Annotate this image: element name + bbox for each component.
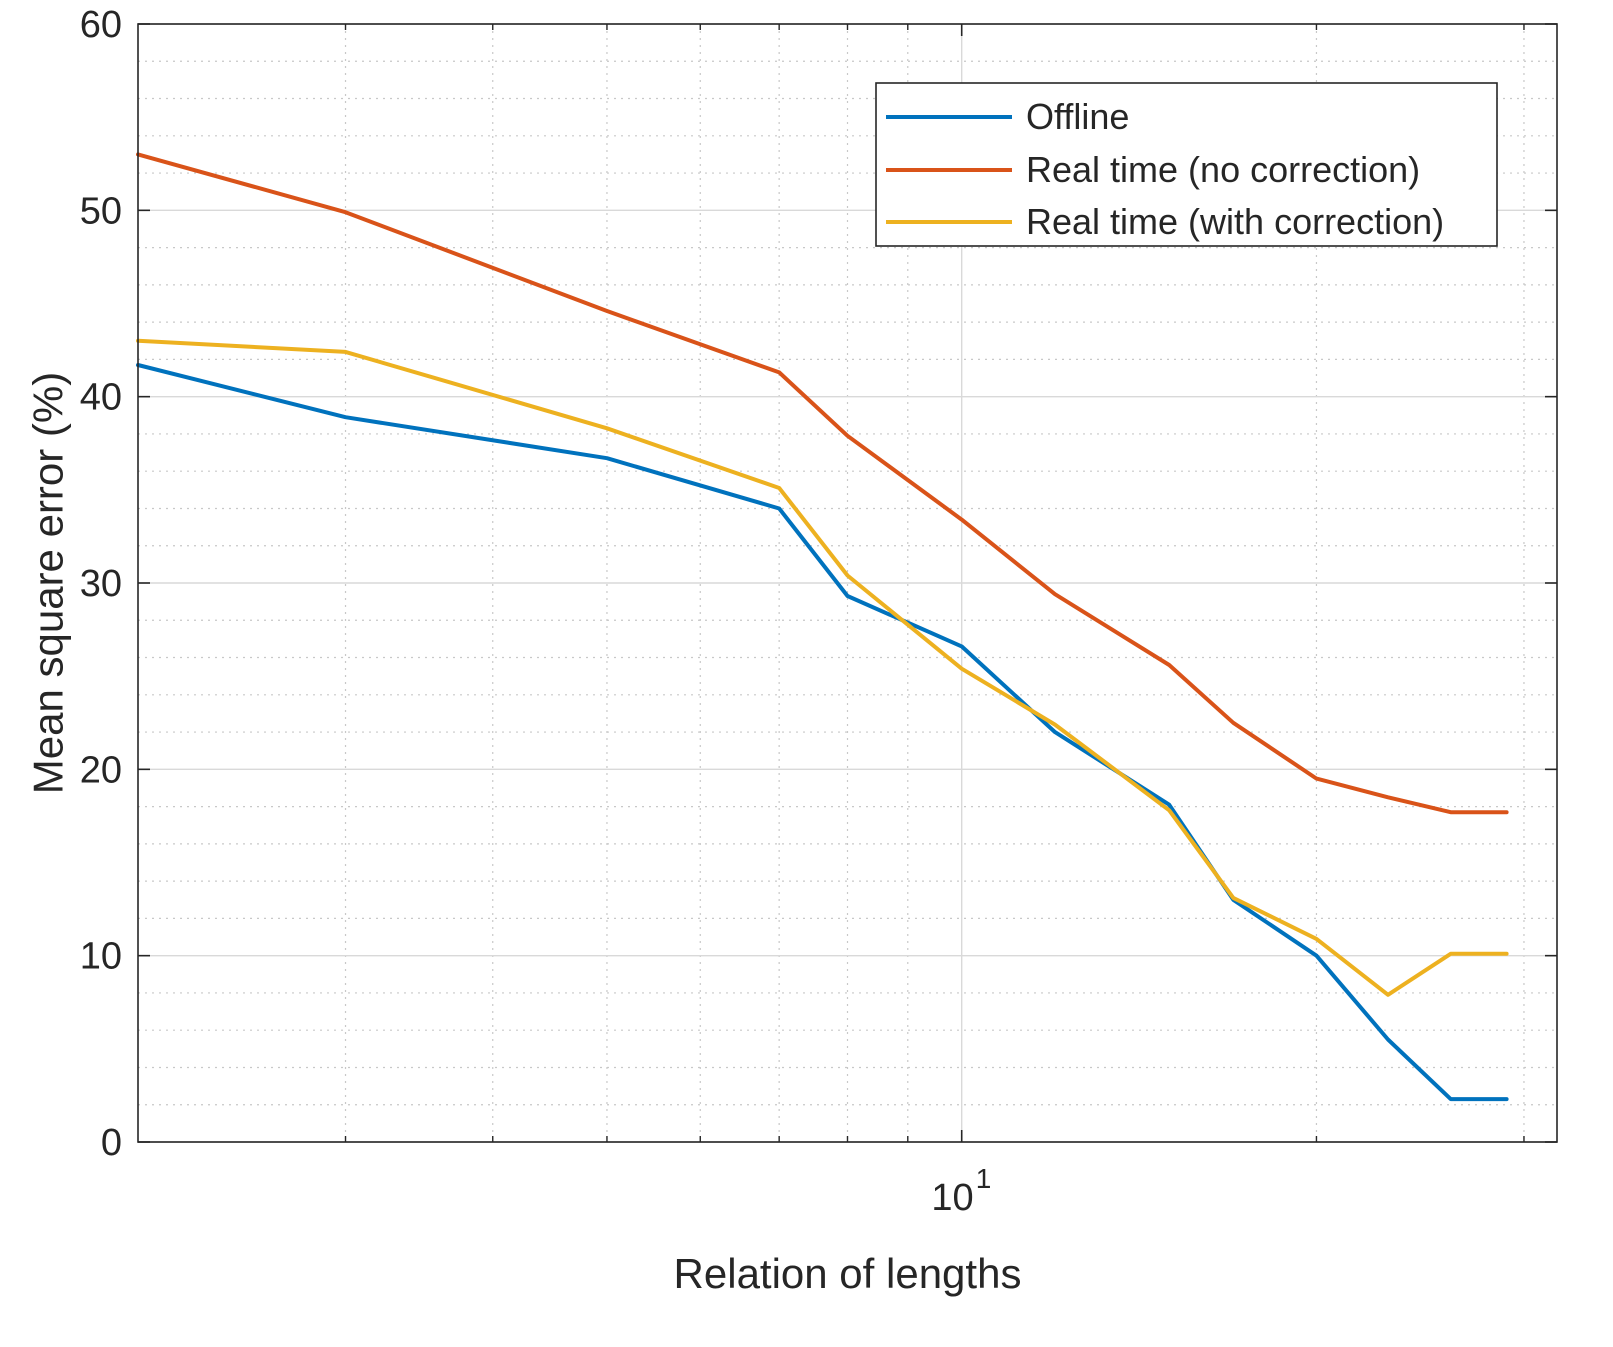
y-tick-label: 10 (80, 936, 122, 978)
legend: Offline Real time (no correction) Real tim… (875, 82, 1498, 247)
legend-label-1: Offline (1026, 96, 1129, 137)
y-tick-label: 50 (80, 190, 122, 232)
y-axis-label: Mean square error (%) (25, 372, 72, 794)
series-group (136, 152, 1509, 1102)
x-axis-label: Relation of lengths (674, 1250, 1022, 1297)
legend-label-2: Real time (no correction) (1026, 149, 1420, 190)
series-line-3 (136, 338, 1509, 997)
y-tick-label: 30 (80, 563, 122, 605)
axes (137, 23, 1558, 1143)
y-tick-label: 0 (101, 1122, 122, 1164)
series-line-2 (136, 152, 1509, 815)
y-tick-label: 20 (80, 749, 122, 791)
x-tick-label: 10 (931, 1177, 973, 1219)
series-line-1 (136, 363, 1509, 1102)
y-tick-label: 40 (80, 377, 122, 419)
y-tick-label: 60 (80, 4, 122, 46)
x-tick-label-exponent: 1 (976, 1163, 992, 1194)
legend-label-3: Real time (with correction) (1026, 201, 1444, 242)
legend-box (875, 82, 1498, 247)
